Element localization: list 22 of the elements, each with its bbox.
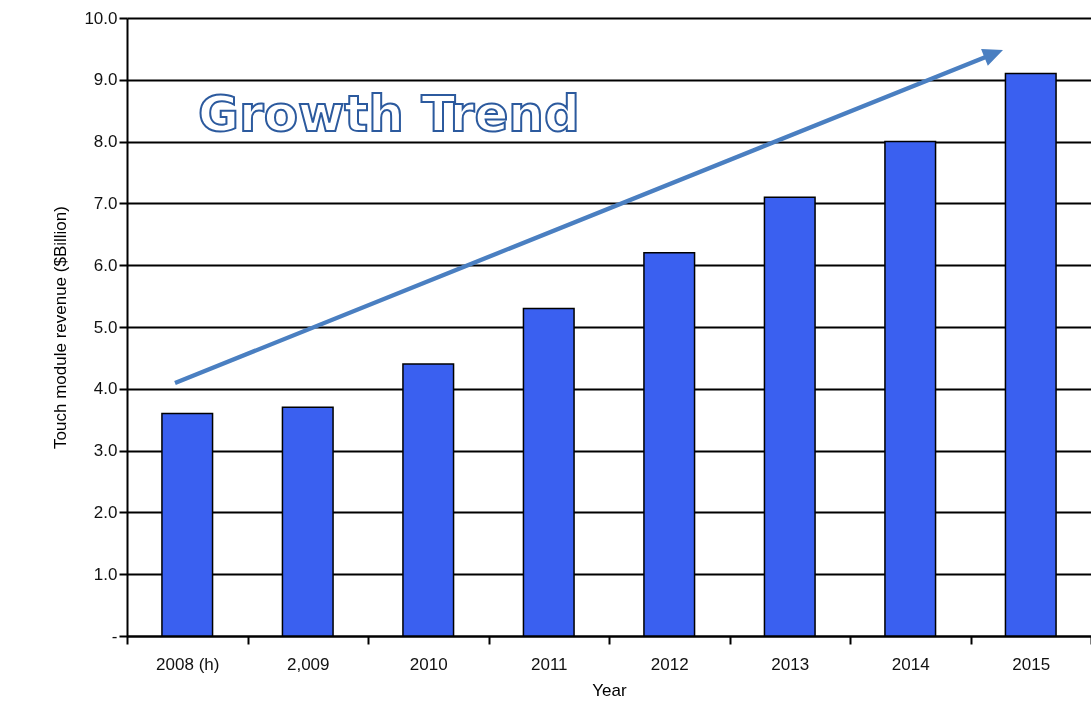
x-tick-label: 2,009 (286, 654, 330, 674)
y-tick-label: 7.0 (93, 193, 118, 213)
text: Growth Trend (197, 85, 581, 143)
x-tick-label: 2014 (891, 654, 930, 674)
x-tick-label: 2011 (530, 654, 568, 674)
y-tick-label: 2.0 (93, 502, 118, 522)
x-tick-label: 2012 (650, 654, 689, 674)
y-tick-label: 9.0 (93, 70, 118, 90)
y-tick-label: 8.0 (93, 132, 118, 152)
y-tick-label: 4.0 (93, 379, 118, 399)
y-tick-label: - (111, 626, 118, 646)
x-tick-label: 2008 (h) (156, 654, 220, 674)
x-tick-label: 2010 (409, 654, 448, 674)
y-tick-label: 10.0 (84, 8, 118, 28)
y-tick-label: 6.0 (93, 255, 118, 275)
y-tick-label: 1.0 (93, 564, 118, 584)
x-axis-title: Year (592, 680, 628, 700)
y-axis-title: Touch module revenue ($Billion) (51, 206, 71, 449)
y-tick-label: 5.0 (93, 317, 118, 337)
x-tick-label: 2013 (771, 654, 810, 674)
x-tick-label: 2015 (1012, 654, 1051, 674)
y-tick-label: 3.0 (93, 441, 118, 461)
